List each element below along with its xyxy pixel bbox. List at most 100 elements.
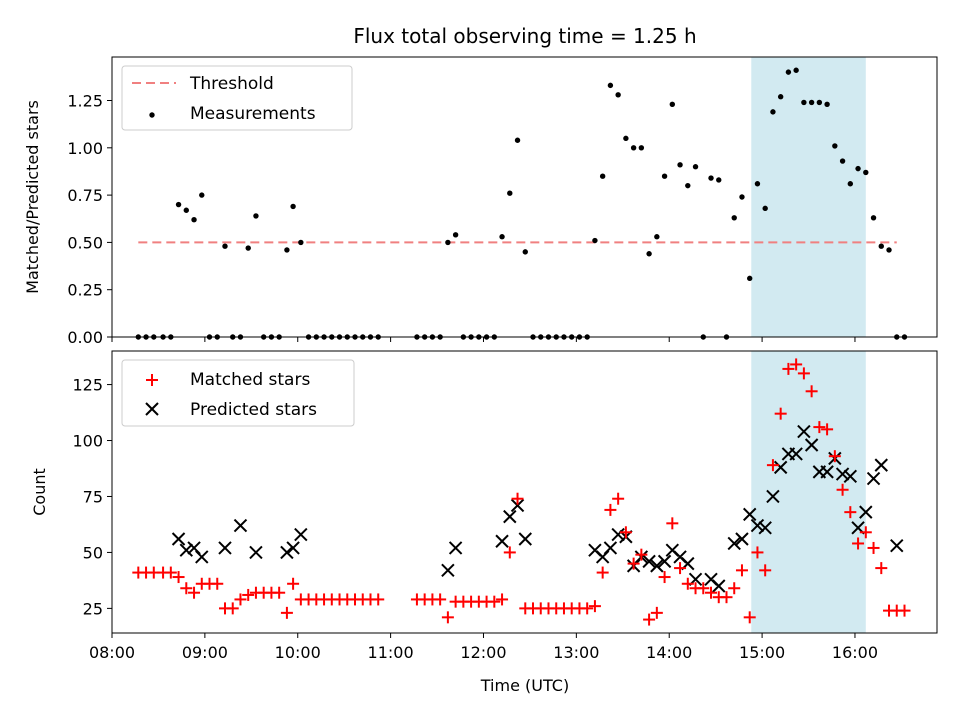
measurement-point [801,99,807,106]
matched-star-point [588,600,601,613]
measurement-point [646,251,652,257]
bottom-x-ticks: 08:00 09:00 10:00 11:00 12:00 13:00 14:00 15:00… [89,633,878,662]
measurement-point [747,275,753,282]
matched-star-point [635,548,648,561]
predicted-star-point [657,554,672,569]
predicted-star-point [603,541,618,555]
bottom-axes-frame [111,350,938,634]
predicted-star-point [233,518,248,533]
matched-star-points [132,358,911,626]
x-axis-label: Time (UTC) [480,676,569,695]
predicted-star-point [195,550,209,564]
predicted-star-point [804,438,819,452]
matched-star-point [828,450,841,463]
measurement-point [824,101,830,107]
predicted-star-point [280,545,294,560]
matched-star-point [488,595,501,608]
predicted-star-point [750,518,765,533]
x-tick-label: 12:00 [460,643,506,662]
bottom-legend: Matched stars Predicted stars [121,359,355,427]
matched-star-point [596,566,609,579]
predicted-star-point [758,521,772,535]
matched-star-point [790,358,803,371]
top-legend-box [121,65,353,131]
predicted-star-point [503,509,517,524]
matched-star-point [898,604,911,617]
measurement-point [445,239,451,246]
matched-star-point [782,362,795,375]
measurement-point [839,158,846,164]
predicted-star-point [518,532,532,546]
x-tick-label: 09:00 [182,643,228,662]
predicted-star-point [773,460,788,475]
top-x-ticks [111,337,856,342]
measurement-point [630,145,637,151]
matched-star-point [287,577,300,590]
measurement-point [754,181,761,187]
measurement-point [607,82,614,89]
predicted-star-point [448,541,463,555]
legend-measurements-label: Measurements [190,104,316,124]
matched-star-point [619,526,632,539]
matched-star-point [766,459,779,472]
matched-star-point [705,586,718,599]
chart-title: Flux total observing time = 1.25 h [353,24,696,48]
bottom-y-axis-label: Count [30,468,49,516]
matched-star-point [226,602,239,615]
measurement-point [716,177,722,183]
measurement-point [290,203,296,210]
predicted-star-point [874,458,888,472]
matched-star-point [735,564,748,577]
predicted-star-point [171,532,186,546]
matched-star-point [273,586,286,599]
matched-star-point [867,541,880,554]
y-tick-label: 0.00 [67,328,103,347]
measurement-point [284,247,290,253]
measurement-point [175,201,182,208]
measurement-point [878,243,884,249]
y-tick-label: 0.50 [67,233,103,252]
measurement-point [592,237,598,244]
predicted-star-point [286,541,300,555]
bottom-legend-box [121,359,355,427]
y-tick-label: 1.25 [67,92,103,111]
top-legend: Threshold Measurements [121,65,353,131]
matched-star-point [164,566,177,579]
measurement-point [183,207,189,213]
measurement-point [452,232,459,238]
matched-star-point [666,517,679,530]
matched-star-point [658,571,671,584]
predicted-star-point [735,532,749,546]
x-tick-label: 10:00 [275,643,321,662]
top-panel: 0.00 0.25 0.50 0.75 1.00 1.25 Matched/Predict… [23,56,938,347]
measurement-point [685,182,691,189]
measurement-point [661,173,668,179]
measurement-point [669,101,676,107]
legend-predicted-swatch [145,402,159,416]
x-tick-label: 08:00 [89,643,135,662]
legend-threshold-label: Threshold [189,74,274,94]
matched-star-point [496,593,509,606]
measurement-point [692,164,699,170]
measurement-point [514,137,521,143]
measurement-point [654,234,660,240]
matched-star-point [650,606,663,619]
matched-star-point [434,593,447,606]
matched-star-point [836,483,849,496]
measurement-point [793,67,799,73]
measurement-point [739,194,745,200]
measurement-point [808,99,815,106]
top-y-axis-label: Matched/Predicted stars [23,100,42,294]
measurement-point [770,109,776,115]
measurement-point [708,175,714,181]
predicted-star-point [789,447,803,461]
x-tick-label: 15:00 [739,643,785,662]
matched-star-point [875,562,888,575]
bottom-y-ticks: 25 50 75 100 125 [72,376,112,618]
matched-star-point [774,407,787,420]
measurement-point [222,243,228,249]
measurement-point [855,165,861,172]
measurement-point [199,192,205,198]
matched-star-point [643,613,656,626]
predicted-star-point [797,424,811,439]
